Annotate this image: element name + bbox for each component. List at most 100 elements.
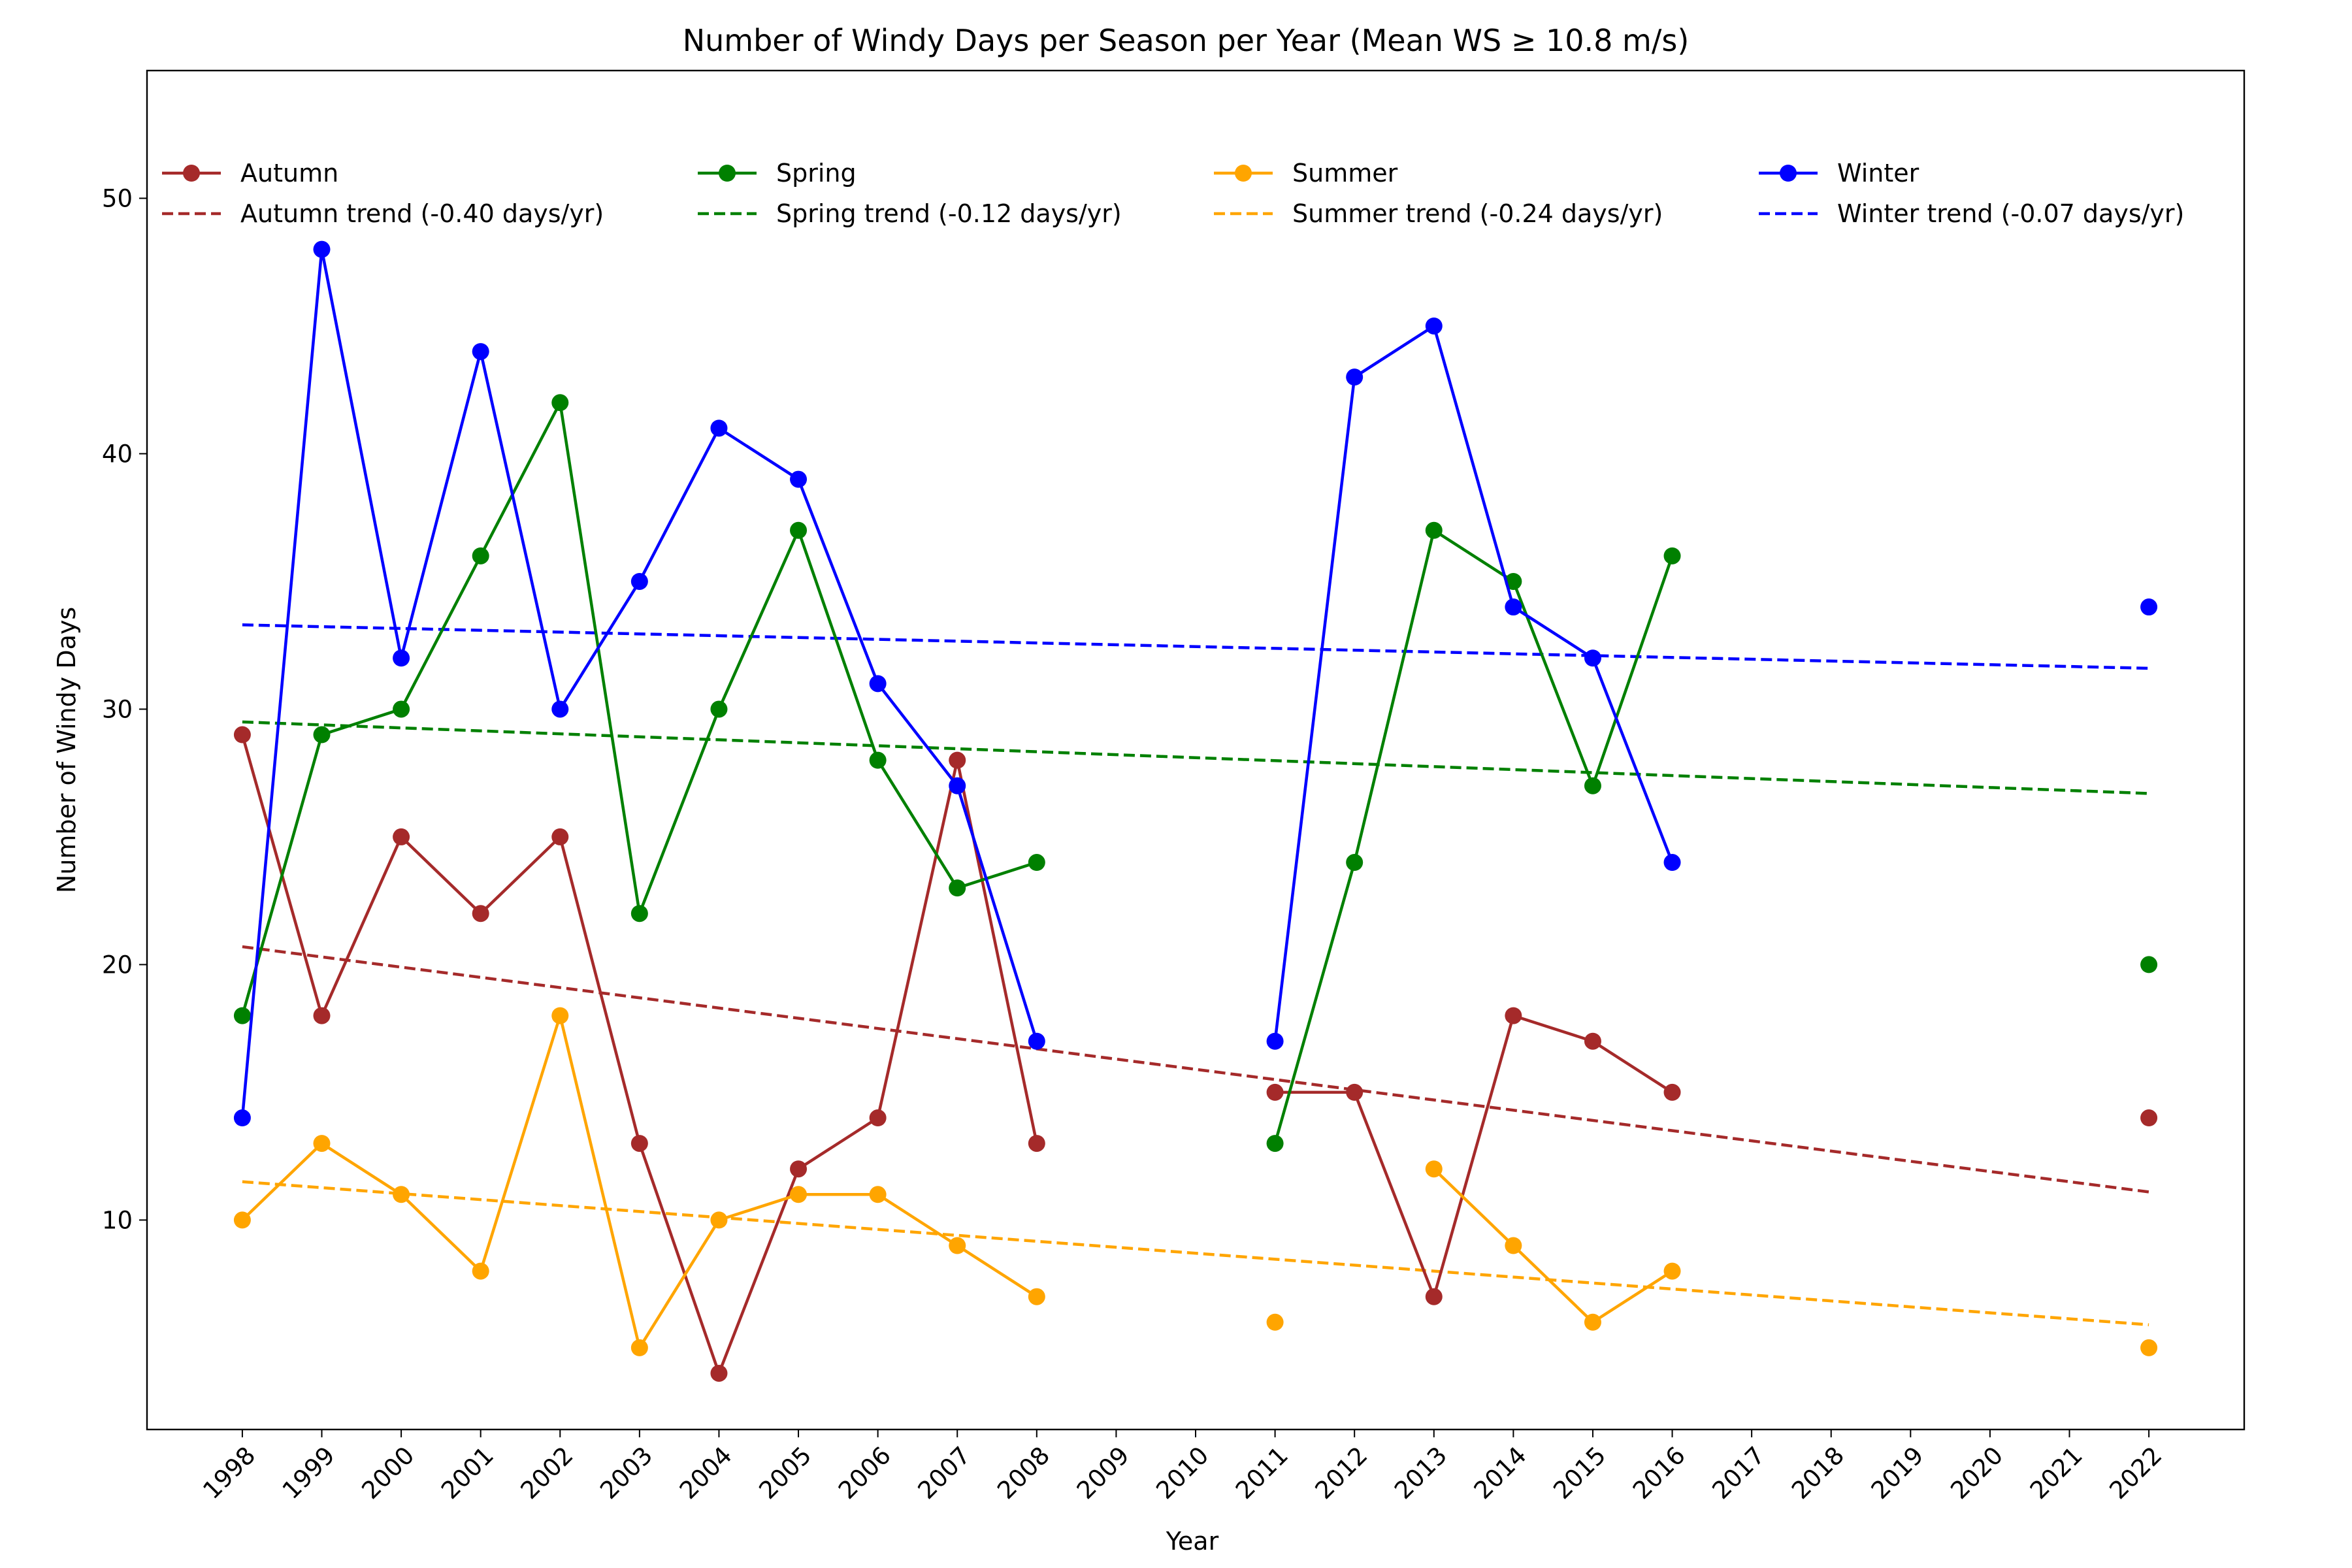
legend: Autumn Autumn trend (-0.40 days/yr) Spring… [162, 159, 2184, 228]
spring-point [313, 726, 331, 743]
plot-area [233, 240, 2158, 1382]
spring-point [1425, 521, 1443, 539]
spring-point [2140, 956, 2158, 973]
autumn-point [710, 1364, 728, 1382]
y-tick-label: 30 [102, 695, 133, 723]
autumn-point [790, 1160, 808, 1178]
winter-point [1584, 649, 1601, 667]
spring-point [1266, 1135, 1284, 1152]
legend-spring-trend-label: Spring trend (-0.12 days/yr) [776, 199, 1122, 228]
winter-point [869, 675, 887, 693]
summer-point [472, 1262, 489, 1280]
y-tick-label: 10 [102, 1206, 133, 1234]
autumn-series-line [1275, 1014, 1673, 1298]
spring-point [1584, 777, 1601, 794]
autumn-point [1505, 1007, 1522, 1024]
winter-point [790, 470, 808, 488]
summer-point [233, 1211, 251, 1229]
summer-point [630, 1339, 648, 1356]
spring-trend-line [242, 720, 2149, 795]
winter-point [313, 240, 331, 258]
autumn-point [630, 1135, 648, 1152]
legend-winter-trend-label: Winter trend (-0.07 days/yr) [1837, 199, 2184, 228]
legend-summer-label: Summer [1292, 159, 1398, 188]
winter-point [949, 777, 966, 794]
autumn-point [1584, 1032, 1601, 1050]
legend-autumn-trend-label: Autumn trend (-0.40 days/yr) [240, 199, 604, 228]
winter-point [1505, 598, 1522, 616]
summer-point [2140, 1339, 2158, 1356]
spring-point [710, 700, 728, 718]
y-tick-label: 40 [102, 440, 133, 468]
autumn-point [233, 726, 251, 743]
spring-point [869, 751, 887, 769]
winter-point [1425, 317, 1443, 335]
winter-point [710, 419, 728, 437]
winter-series-line [1273, 324, 1674, 1041]
legend-winter-marker [1780, 165, 1797, 182]
legend-spring-label: Spring [776, 159, 857, 188]
spring-point [472, 547, 489, 564]
spring-point [393, 700, 410, 718]
spring-point [949, 879, 966, 897]
winter-point [1346, 368, 1364, 386]
spring-point [1028, 854, 1045, 872]
spring-point [1505, 572, 1522, 590]
legend-summer-marker [1235, 165, 1252, 182]
autumn-point [2140, 1109, 2158, 1127]
summer-point [1028, 1288, 1045, 1305]
spring-series-line [1273, 529, 1674, 1144]
winter-trend-line [242, 623, 2149, 670]
legend-autumn-label: Autumn [240, 159, 338, 188]
autumn-point [949, 751, 966, 769]
legend-spring-marker [719, 165, 736, 182]
autumn-point [551, 828, 569, 845]
summer-point [1425, 1160, 1443, 1178]
winter-point [393, 649, 410, 667]
summer-point [1663, 1262, 1681, 1280]
summer-point [710, 1211, 728, 1229]
summer-point [790, 1186, 808, 1203]
winter-point [1266, 1032, 1284, 1050]
winter-point [551, 700, 569, 718]
spring-point [1346, 854, 1364, 872]
summer-point [393, 1186, 410, 1203]
x-axis-label: Year [1166, 1527, 1219, 1556]
autumn-point [1425, 1288, 1443, 1305]
legend-autumn-marker [183, 165, 200, 182]
y-tick-label: 50 [102, 184, 133, 212]
autumn-point [869, 1109, 887, 1127]
summer-point [313, 1135, 331, 1152]
summer-series-line [1433, 1168, 1673, 1324]
autumn-point [313, 1007, 331, 1024]
autumn-point [1346, 1083, 1364, 1101]
summer-trend-line [242, 1180, 2149, 1326]
legend-winter-label: Winter [1837, 159, 1919, 188]
summer-point [1505, 1237, 1522, 1254]
y-axis-ticks: 10 20 30 40 50 [102, 184, 147, 1234]
spring-point [233, 1007, 251, 1024]
autumn-point [1028, 1135, 1045, 1152]
winter-point [472, 343, 489, 361]
spring-point [790, 521, 808, 539]
autumn-trend-line [242, 945, 2149, 1194]
summer-point [1266, 1313, 1284, 1331]
autumn-point [1663, 1083, 1681, 1101]
chart-title: Number of Windy Days per Season per Year… [683, 23, 1690, 58]
y-axis-label: Number of Windy Days [52, 607, 81, 893]
y-tick-label: 20 [102, 951, 133, 979]
winter-point [630, 572, 648, 590]
winter-point [1028, 1032, 1045, 1050]
spring-point [630, 905, 648, 923]
autumn-point [393, 828, 410, 845]
winter-point [233, 1109, 251, 1127]
summer-point [949, 1237, 966, 1254]
winter-point [1663, 854, 1681, 872]
summer-point [1584, 1313, 1601, 1331]
spring-point [551, 394, 569, 412]
autumn-point [1266, 1083, 1284, 1101]
legend-summer-trend-label: Summer trend (-0.24 days/yr) [1292, 199, 1663, 228]
